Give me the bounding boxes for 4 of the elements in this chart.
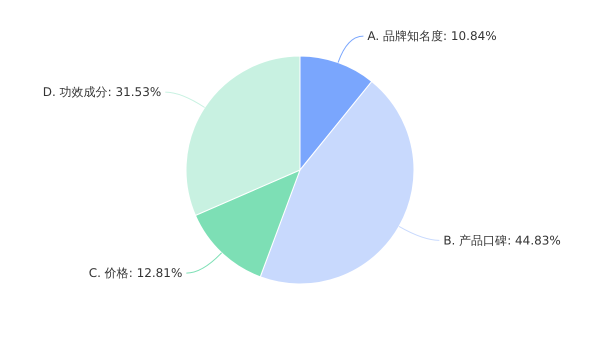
slice-label: C. 价格: 12.81% <box>88 266 182 280</box>
slice-label: A. 品牌知名度: 10.84% <box>367 29 497 44</box>
slice-label: D. 功效成分: 31.53% <box>42 85 162 100</box>
slice-label: B. 产品口碑: 44.83% <box>443 233 561 248</box>
